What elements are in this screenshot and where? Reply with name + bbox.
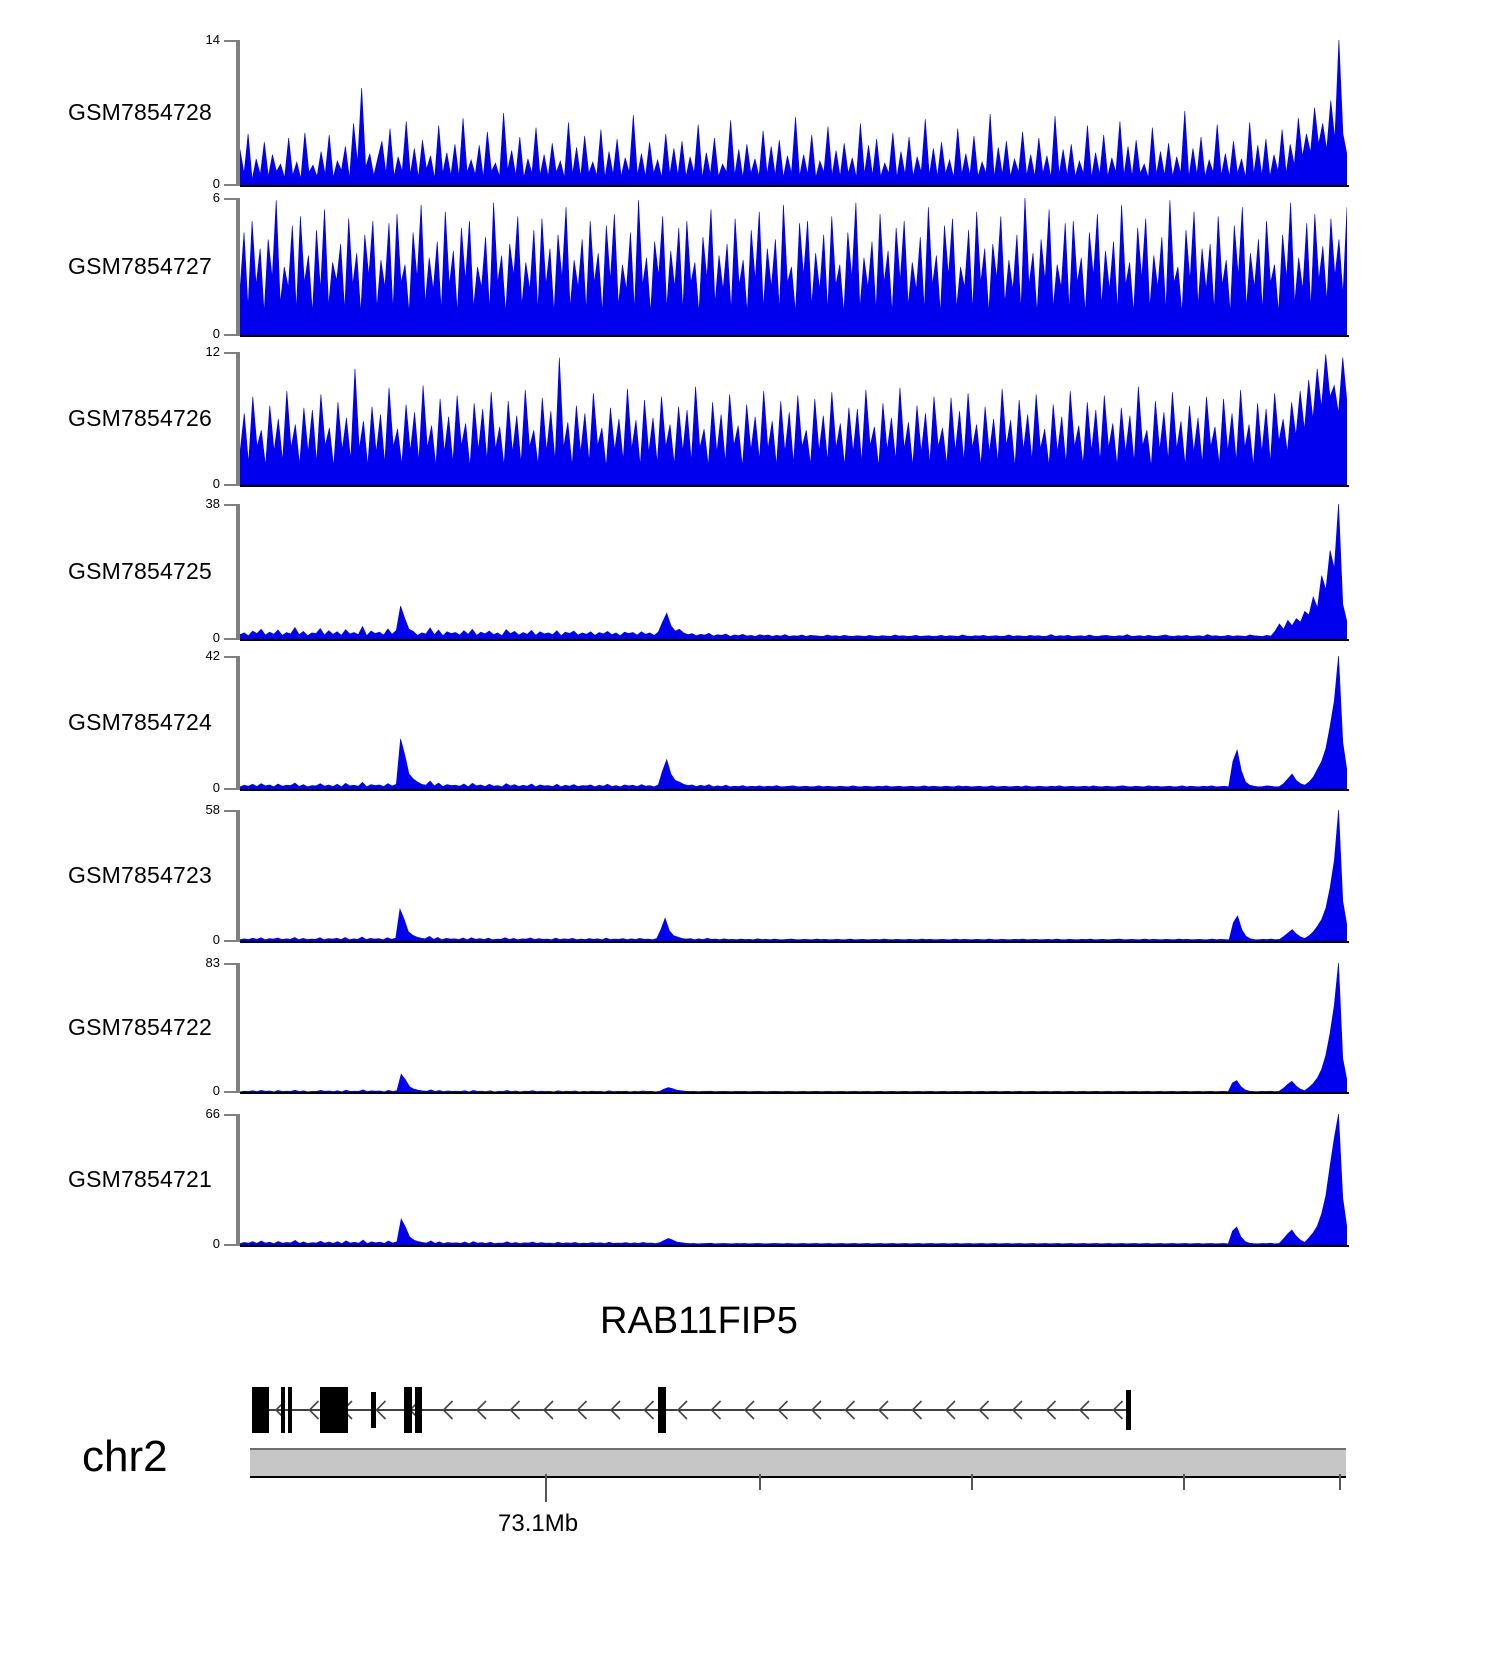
track-baseline	[240, 1245, 1349, 1247]
y-axis-max-tick	[224, 963, 238, 965]
y-axis-max-tick	[224, 504, 238, 506]
track-label-gsm7854724: GSM7854724	[68, 709, 212, 735]
y-axis-max-tick	[224, 656, 238, 658]
y-axis-min-tick	[224, 1091, 238, 1093]
y-axis-max-tick	[224, 352, 238, 354]
track-y-axis-line	[236, 198, 240, 336]
y-axis-max-label: 66	[205, 1106, 220, 1121]
y-axis-max-tick	[224, 198, 238, 200]
y-axis-min-tick	[224, 940, 238, 942]
y-axis-min-tick	[224, 1244, 238, 1246]
track-y-axis-line	[236, 1114, 240, 1246]
gene-model-svg	[252, 1387, 1131, 1433]
y-axis-max-tick	[224, 810, 238, 812]
track-label-gsm7854721: GSM7854721	[68, 1166, 212, 1192]
y-axis-max-label: 14	[205, 32, 220, 47]
y-axis-max-tick	[224, 1114, 238, 1116]
coverage-area-gsm7854723[interactable]	[240, 810, 1347, 942]
track-baseline	[240, 941, 1349, 943]
coverage-track[interactable]: GSM7854723 58 0	[0, 803, 1500, 946]
coverage-area-gsm7854727[interactable]	[240, 198, 1347, 336]
y-axis-max-label: 42	[205, 648, 220, 663]
chromosome-ideogram-bar[interactable]	[250, 1448, 1346, 1478]
y-axis-max-label: 6	[212, 190, 220, 205]
coverage-area-gsm7854722[interactable]	[240, 963, 1347, 1093]
y-axis-min-tick	[224, 638, 238, 640]
coverage-track[interactable]: GSM7854722 83 0	[0, 956, 1500, 1097]
coverage-area-gsm7854721[interactable]	[240, 1114, 1347, 1246]
chromosome-label: chr2	[82, 1432, 168, 1481]
coverage-track[interactable]: GSM7854726 12 0	[0, 345, 1500, 490]
genomic-axis-ticks	[545, 1474, 1341, 1502]
y-axis-max-label: 38	[205, 496, 220, 511]
track-y-axis-line	[236, 810, 240, 942]
y-axis-max-label: 12	[205, 344, 220, 359]
track-y-axis-line	[236, 656, 240, 790]
track-label-gsm7854723: GSM7854723	[68, 862, 212, 888]
coverage-area-gsm7854725[interactable]	[240, 504, 1347, 640]
track-y-axis-line	[236, 352, 240, 486]
y-axis-min-tick	[224, 484, 238, 486]
y-axis-min-tick	[224, 334, 238, 336]
y-axis-min-label: 0	[212, 476, 220, 491]
track-baseline	[240, 639, 1349, 641]
y-axis-min-label: 0	[212, 1083, 220, 1098]
track-label-gsm7854728: GSM7854728	[68, 99, 212, 125]
y-axis-min-label: 0	[212, 932, 220, 947]
track-baseline	[240, 1092, 1349, 1094]
track-label-gsm7854725: GSM7854725	[68, 558, 212, 584]
gene-name-label: RAB11FIP5	[600, 1300, 798, 1342]
track-baseline	[240, 789, 1349, 791]
track-y-axis-line	[236, 504, 240, 640]
y-axis-min-tick	[224, 184, 238, 186]
y-axis-max-label: 58	[205, 802, 220, 817]
y-axis-max-tick	[224, 40, 238, 42]
axis-tick-label: 73.1Mb	[498, 1510, 579, 1537]
y-axis-min-label: 0	[212, 780, 220, 795]
track-baseline	[240, 485, 1349, 487]
track-baseline	[240, 185, 1349, 187]
gene-annotation-track[interactable]: RAB11FIP5	[0, 1300, 1500, 1433]
coverage-track[interactable]: GSM7854728 14 0	[0, 33, 1500, 190]
coverage-area-gsm7854728[interactable]	[240, 40, 1347, 186]
y-axis-min-label: 0	[212, 1236, 220, 1251]
coverage-track[interactable]: GSM7854725 38 0	[0, 497, 1500, 644]
coverage-track[interactable]: GSM7854727 6 0	[0, 191, 1500, 340]
y-axis-min-label: 0	[212, 630, 220, 645]
track-label-gsm7854722: GSM7854722	[68, 1014, 212, 1040]
coverage-track[interactable]: GSM7854721 66 0	[0, 1107, 1500, 1250]
y-axis-max-label: 83	[205, 955, 220, 970]
track-y-axis-line	[236, 963, 240, 1093]
track-y-axis-line	[236, 40, 240, 186]
y-axis-min-label: 0	[212, 176, 220, 191]
track-label-gsm7854726: GSM7854726	[68, 405, 212, 431]
coverage-area-gsm7854726[interactable]	[240, 352, 1347, 486]
track-label-gsm7854727: GSM7854727	[68, 253, 212, 279]
y-axis-min-tick	[224, 788, 238, 790]
track-baseline	[240, 335, 1349, 337]
coverage-track[interactable]: GSM7854724 42 0	[0, 649, 1500, 794]
coverage-area-gsm7854724[interactable]	[240, 656, 1347, 790]
y-axis-min-label: 0	[212, 326, 220, 341]
